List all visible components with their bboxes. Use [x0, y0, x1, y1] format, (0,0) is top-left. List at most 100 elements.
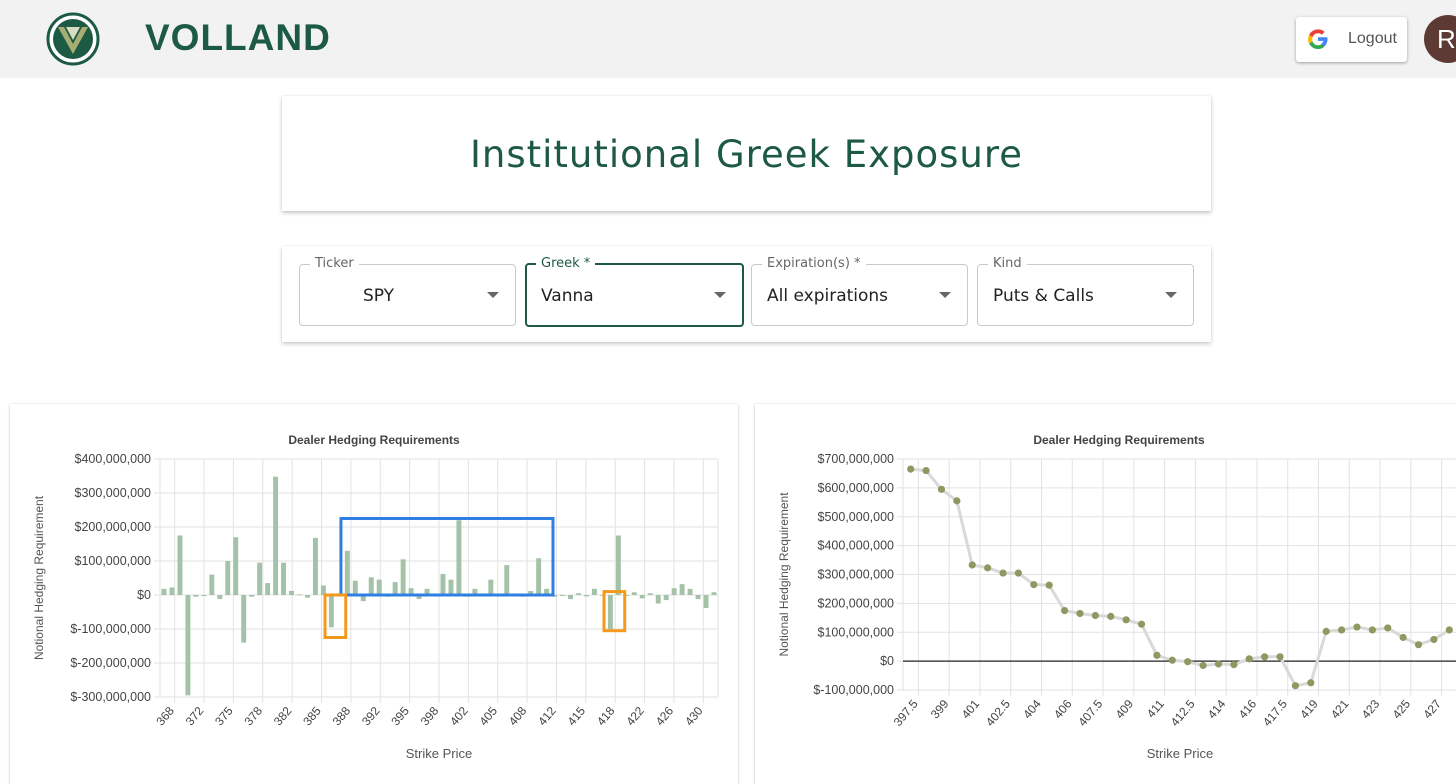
x-tick-label: 399	[928, 697, 952, 722]
logout-label: Logout	[1348, 30, 1397, 47]
y-tick-label: $100,000,000	[75, 554, 152, 568]
bar	[504, 565, 510, 595]
ticker-value: SPY	[363, 286, 395, 306]
bar	[312, 537, 318, 595]
page-title: Institutional Greek Exposure	[469, 133, 1024, 176]
greek-select[interactable]: Greek * Vanna	[525, 256, 744, 327]
data-point	[1353, 623, 1361, 631]
kind-select[interactable]: Kind Puts & Calls	[977, 256, 1194, 326]
x-tick-label: 415	[565, 704, 589, 729]
x-tick-label: 407.5	[1075, 697, 1105, 729]
data-point	[1122, 616, 1130, 624]
y-axis-label: Notional Hedging Requirement	[32, 495, 46, 660]
x-tick-label: 418	[594, 704, 618, 729]
data-point	[1076, 609, 1084, 618]
data-point	[953, 497, 961, 505]
bar	[631, 592, 637, 595]
volland-logo-icon[interactable]	[46, 12, 100, 66]
data-point	[1060, 606, 1069, 615]
y-tick-label: $0	[880, 654, 894, 668]
y-tick-label: $300,000,000	[75, 486, 152, 500]
bar	[591, 588, 597, 595]
data-point	[984, 564, 992, 572]
y-tick-label: $-300,000,000	[70, 690, 151, 704]
x-tick-label: 395	[388, 704, 412, 729]
data-point	[1014, 569, 1023, 577]
y-tick-label: $-200,000,000	[70, 656, 151, 670]
bar	[344, 550, 350, 595]
y-tick-label: $200,000,000	[818, 596, 895, 610]
data-point	[1291, 682, 1300, 690]
data-point	[1245, 655, 1253, 663]
bar	[576, 593, 581, 595]
data-point	[1337, 626, 1346, 634]
bar	[289, 590, 294, 595]
bar	[257, 562, 263, 595]
bar	[671, 588, 677, 595]
x-tick-label: 412	[535, 704, 559, 729]
y-tick-label: $100,000,000	[818, 625, 895, 639]
bar	[392, 582, 398, 595]
title-card: Institutional Greek Exposure	[282, 96, 1211, 211]
x-tick-label: 375	[212, 704, 236, 729]
x-tick-label: 392	[359, 704, 383, 729]
x-tick-label: 378	[241, 704, 265, 729]
y-tick-label: $500,000,000	[818, 510, 895, 524]
bar	[655, 595, 661, 604]
bar	[265, 583, 271, 595]
bar-chart-card: Dealer Hedging Requirements Notional Hedg…	[10, 404, 738, 784]
x-tick-label: 372	[183, 704, 207, 729]
ticker-select[interactable]: Ticker SPY	[299, 256, 516, 326]
data-point	[1091, 611, 1099, 620]
logout-button[interactable]: Logout	[1296, 17, 1407, 62]
bar	[615, 535, 621, 595]
bar	[161, 588, 167, 595]
y-tick-label: $200,000,000	[75, 520, 152, 534]
bar	[169, 587, 175, 595]
bar	[711, 592, 717, 595]
bar	[568, 595, 573, 600]
bar	[584, 595, 589, 597]
bar	[201, 595, 207, 597]
x-tick-label: 417.5	[1260, 697, 1290, 729]
x-tick-label: 423	[1359, 697, 1383, 722]
data-point	[1261, 653, 1269, 661]
x-tick-label: 402.5	[983, 697, 1013, 729]
bar	[233, 537, 239, 595]
expiration-select[interactable]: Expiration(s) * All expirations	[751, 256, 968, 326]
ticker-label: Ticker	[310, 256, 359, 271]
chart-title: Dealer Hedging Requirements	[288, 433, 460, 447]
data-point	[1199, 661, 1207, 670]
bar	[440, 573, 446, 595]
data-point	[1230, 660, 1238, 669]
bar	[488, 579, 494, 595]
series-line	[910, 467, 1451, 688]
data-point	[1384, 624, 1392, 632]
data-point	[1030, 581, 1038, 589]
kind-value: Puts & Calls	[993, 286, 1094, 306]
x-tick-label: 398	[418, 704, 442, 729]
bar	[281, 562, 287, 595]
bar	[599, 595, 605, 596]
line-chart: Dealer Hedging Requirements Notional Hedg…	[777, 433, 1456, 761]
data-point	[1107, 612, 1115, 620]
chevron-down-icon	[1165, 292, 1177, 298]
x-tick-label: 416	[1236, 697, 1260, 722]
y-axis-label: Notional Hedging Requirement	[777, 492, 791, 657]
y-tick-label: $0	[137, 588, 151, 602]
bar	[663, 595, 669, 601]
data-point	[1445, 626, 1453, 634]
bar	[687, 588, 693, 595]
avatar[interactable]: R	[1424, 15, 1456, 63]
bar	[193, 595, 199, 597]
x-tick-label: 385	[300, 704, 324, 729]
bar	[607, 595, 613, 629]
x-tick-label: 388	[330, 704, 354, 729]
y-tick-label: $300,000,000	[818, 568, 895, 582]
y-tick-label: $-100,000,000	[70, 622, 151, 636]
bar	[305, 595, 310, 598]
bar	[400, 559, 406, 595]
data-point	[1430, 635, 1438, 644]
data-point	[1137, 620, 1146, 628]
filter-card: Ticker SPY Greek * Vanna Expiration(s) *…	[282, 246, 1211, 342]
